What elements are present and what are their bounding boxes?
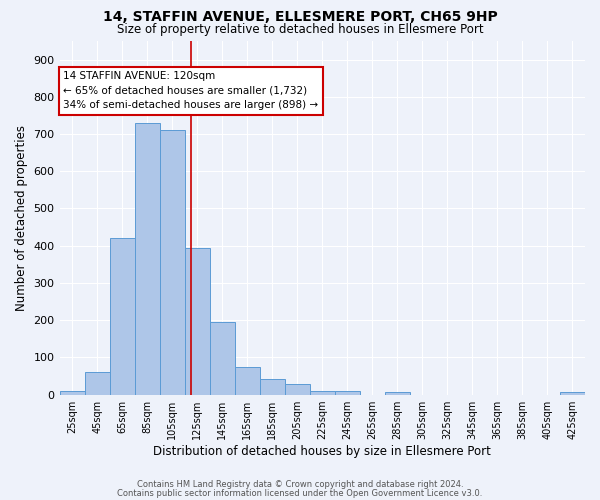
Text: Contains public sector information licensed under the Open Government Licence v3: Contains public sector information licen… <box>118 489 482 498</box>
Bar <box>260 379 285 394</box>
Bar <box>385 392 410 394</box>
Y-axis label: Number of detached properties: Number of detached properties <box>15 125 28 311</box>
Bar <box>209 322 235 394</box>
Bar <box>110 238 134 394</box>
Bar <box>335 391 360 394</box>
Bar <box>285 384 310 394</box>
X-axis label: Distribution of detached houses by size in Ellesmere Port: Distribution of detached houses by size … <box>154 444 491 458</box>
Text: Size of property relative to detached houses in Ellesmere Port: Size of property relative to detached ho… <box>116 22 484 36</box>
Text: Contains HM Land Registry data © Crown copyright and database right 2024.: Contains HM Land Registry data © Crown c… <box>137 480 463 489</box>
Bar <box>310 391 335 394</box>
Bar <box>235 366 260 394</box>
Bar <box>160 130 185 394</box>
Text: 14, STAFFIN AVENUE, ELLESMERE PORT, CH65 9HP: 14, STAFFIN AVENUE, ELLESMERE PORT, CH65… <box>103 10 497 24</box>
Text: 14 STAFFIN AVENUE: 120sqm
← 65% of detached houses are smaller (1,732)
34% of se: 14 STAFFIN AVENUE: 120sqm ← 65% of detac… <box>63 71 319 110</box>
Bar <box>134 123 160 394</box>
Bar <box>59 391 85 394</box>
Bar <box>185 248 209 394</box>
Bar <box>85 372 110 394</box>
Bar <box>560 392 585 394</box>
